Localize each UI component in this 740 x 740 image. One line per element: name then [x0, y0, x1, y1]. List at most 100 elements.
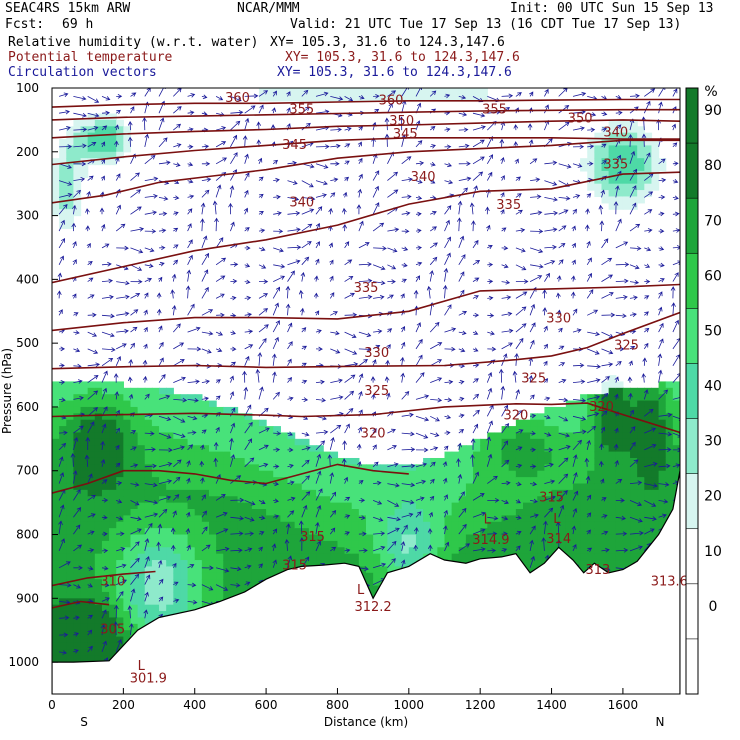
rh-cell — [530, 426, 538, 434]
rh-cell — [608, 375, 617, 383]
rh-cell — [151, 553, 160, 561]
circulation-vector — [344, 531, 350, 536]
circulation-vector — [158, 394, 171, 400]
rh-cell — [123, 132, 132, 140]
rh-cell — [594, 496, 603, 504]
rh-cell — [187, 406, 196, 414]
rh-cell — [230, 451, 239, 459]
rh-cell — [622, 387, 631, 395]
rh-cell — [101, 630, 110, 638]
rh-cell — [101, 387, 110, 395]
rh-cell — [52, 649, 60, 657]
circulation-vector — [215, 511, 228, 518]
rh-cell — [423, 515, 431, 523]
rh-cell — [537, 457, 546, 465]
circulation-vector — [130, 264, 143, 271]
rh-cell — [116, 419, 124, 427]
rh-cell — [280, 547, 289, 555]
rh-cell — [451, 94, 460, 102]
rh-cell — [66, 394, 75, 402]
rh-cell — [116, 139, 124, 147]
rh-cell — [66, 419, 75, 427]
circulation-vector — [230, 422, 236, 434]
rh-cell — [194, 457, 203, 465]
rh-cell — [437, 534, 446, 542]
circulation-vector — [384, 376, 390, 383]
rh-cell — [273, 547, 281, 555]
circulation-vector — [73, 584, 81, 589]
rh-cell — [480, 547, 488, 555]
rh-cell — [216, 560, 224, 568]
rh-cell — [615, 381, 624, 389]
circulation-vector — [387, 527, 400, 535]
rh-cell — [494, 534, 503, 542]
rh-cell — [358, 521, 367, 529]
rh-cell — [316, 547, 324, 555]
circulation-vector — [271, 353, 277, 366]
rh-cell — [159, 426, 167, 434]
rh-cell — [123, 560, 132, 568]
rh-cell — [280, 438, 289, 446]
rh-cell — [59, 170, 67, 178]
circulation-vector — [201, 94, 208, 100]
circulation-vector — [116, 94, 123, 99]
rh-cell — [473, 502, 481, 510]
circulation-vector — [173, 476, 181, 484]
rh-cell — [180, 502, 189, 510]
rh-cell — [166, 585, 174, 593]
rh-cell — [344, 528, 353, 536]
circulation-vector — [130, 573, 140, 585]
circulation-vector — [101, 331, 115, 338]
circulation-vector — [171, 304, 177, 316]
rh-cell — [116, 502, 124, 510]
rh-cell — [587, 394, 595, 402]
rh-cell — [251, 464, 260, 472]
rh-cell — [73, 464, 82, 472]
rh-cell — [601, 534, 610, 542]
rh-cell — [351, 470, 360, 478]
rh-cell — [59, 164, 67, 172]
rh-cell — [223, 534, 232, 542]
rh-cell — [651, 451, 660, 459]
rh-cell — [308, 445, 317, 453]
rh-cell — [644, 400, 653, 408]
circulation-vector — [143, 326, 148, 333]
rh-cell — [230, 470, 239, 478]
circulation-vector — [187, 254, 193, 265]
rh-cell — [194, 528, 203, 536]
rh-cell — [630, 432, 638, 440]
circulation-vector — [212, 200, 218, 215]
rh-cell — [537, 547, 546, 555]
rh-cell — [87, 617, 96, 625]
rh-cell — [373, 585, 381, 593]
rh-cell — [458, 547, 467, 555]
rh-cell — [580, 394, 588, 402]
rh-cell — [209, 496, 217, 504]
rh-cell — [344, 534, 353, 542]
rh-cell — [358, 464, 367, 472]
circulation-vector — [116, 516, 124, 521]
rh-cell — [401, 502, 410, 510]
circulation-vector — [187, 110, 195, 116]
rh-cell — [116, 598, 124, 606]
circulation-vector — [187, 415, 198, 421]
rh-cell — [344, 515, 353, 523]
circulation-vector — [130, 106, 135, 114]
rh-cell — [544, 483, 553, 491]
rh-cell — [166, 419, 174, 427]
rh-cell — [52, 617, 60, 625]
circulation-vector — [158, 211, 168, 217]
circulation-vector — [344, 160, 350, 165]
circulation-vector — [144, 194, 158, 199]
rh-cell — [230, 515, 239, 523]
rh-cell — [473, 489, 481, 497]
rh-cell — [366, 94, 374, 102]
rh-cell — [451, 496, 460, 504]
rh-cell — [116, 611, 124, 619]
rh-cell — [423, 489, 431, 497]
rh-cell — [59, 177, 67, 185]
rh-cell — [159, 400, 167, 408]
rh-cell — [551, 464, 560, 472]
rh-cell — [144, 470, 153, 478]
rh-cell — [544, 419, 553, 427]
